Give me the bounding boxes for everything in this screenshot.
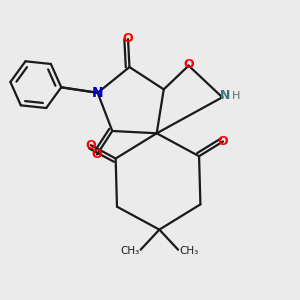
Text: O: O (92, 148, 102, 161)
Text: CH₃: CH₃ (179, 246, 198, 256)
Text: O: O (123, 32, 133, 46)
Text: N: N (220, 89, 230, 103)
Text: H: H (232, 91, 240, 101)
Text: O: O (85, 139, 96, 152)
Text: O: O (218, 135, 228, 148)
Text: CH₃: CH₃ (120, 246, 140, 256)
Text: N: N (92, 86, 103, 100)
Text: O: O (183, 58, 194, 71)
